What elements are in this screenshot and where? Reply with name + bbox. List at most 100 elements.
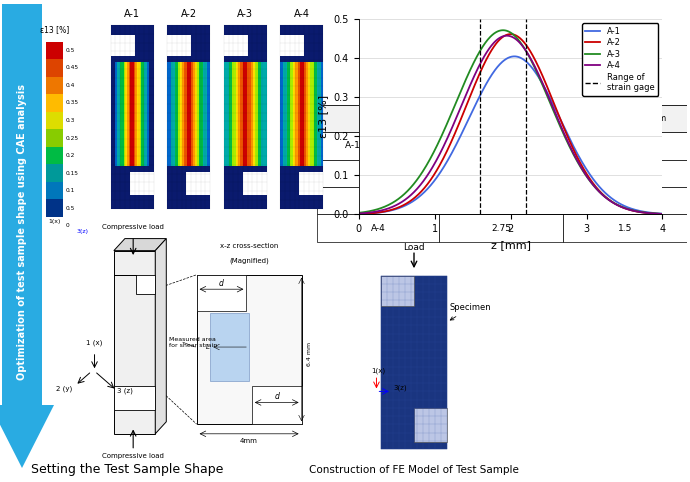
Bar: [146, 62, 147, 166]
A-4: [536, 75, 544, 80]
Text: d: d: [274, 392, 279, 401]
Bar: [127, 62, 128, 166]
A-2: [520, 39, 528, 45]
Bar: [125, 62, 126, 166]
Bar: [224, 25, 267, 209]
Bar: [195, 62, 196, 166]
Bar: [299, 172, 324, 209]
Bar: [307, 62, 308, 166]
Bar: [186, 172, 210, 209]
A-3: [658, 211, 667, 217]
A-2: [658, 211, 667, 217]
Text: 2.50: 2.50: [491, 196, 511, 205]
A-2: [501, 33, 509, 39]
A-4: [520, 45, 528, 51]
Bar: [317, 132, 440, 160]
Bar: [252, 62, 253, 166]
Text: Overlap length,: Overlap length,: [563, 114, 624, 123]
Bar: [176, 62, 177, 166]
Bar: [194, 62, 195, 166]
Bar: [248, 62, 250, 166]
Text: 0.1: 0.1: [618, 141, 632, 150]
Bar: [150, 62, 151, 166]
Bar: [144, 62, 145, 166]
Text: 1(x): 1(x): [48, 219, 61, 224]
A-1: [355, 211, 363, 217]
Bar: [414, 408, 447, 442]
Bar: [229, 62, 230, 166]
Bar: [280, 25, 304, 56]
Bar: [46, 112, 63, 129]
Bar: [131, 62, 132, 166]
A-2: [536, 67, 544, 73]
Bar: [145, 62, 146, 166]
Bar: [303, 62, 304, 166]
Bar: [129, 62, 130, 166]
Bar: [440, 132, 563, 160]
Bar: [317, 62, 318, 166]
A-3: [499, 27, 507, 33]
Bar: [238, 62, 239, 166]
Bar: [189, 62, 190, 166]
Bar: [167, 25, 210, 209]
Bar: [167, 25, 191, 35]
Bar: [299, 172, 324, 209]
Bar: [205, 62, 206, 166]
Text: 0: 0: [66, 223, 69, 228]
Bar: [46, 200, 63, 217]
A-3: [520, 44, 528, 50]
Bar: [319, 62, 320, 166]
Text: mm: mm: [522, 114, 538, 123]
A-3: [502, 27, 510, 33]
Title: A-3: A-3: [237, 9, 253, 19]
Bar: [256, 62, 257, 166]
Bar: [381, 276, 414, 306]
Bar: [293, 62, 295, 166]
Bar: [288, 62, 289, 166]
Bar: [264, 62, 266, 166]
X-axis label: z [mm]: z [mm]: [491, 240, 531, 250]
Bar: [563, 187, 687, 214]
Polygon shape: [114, 251, 155, 434]
A-1: [511, 54, 519, 59]
Text: 0.25: 0.25: [66, 135, 79, 141]
Bar: [243, 62, 244, 166]
Bar: [239, 62, 240, 166]
Text: ε13 [%]: ε13 [%]: [40, 25, 69, 34]
A-3: [536, 77, 544, 82]
Bar: [317, 105, 440, 132]
Bar: [250, 62, 252, 166]
Text: Construction of FE Model of Test Sample: Construction of FE Model of Test Sample: [309, 466, 519, 475]
Bar: [253, 62, 254, 166]
A-3: [355, 210, 363, 216]
Bar: [224, 62, 225, 166]
Bar: [231, 62, 233, 166]
Bar: [112, 62, 113, 166]
Text: A-4: A-4: [371, 224, 386, 233]
Bar: [141, 62, 143, 166]
Bar: [235, 62, 236, 166]
Bar: [266, 62, 267, 166]
Line: A-2: A-2: [359, 34, 662, 214]
Bar: [197, 275, 246, 311]
Bar: [203, 62, 204, 166]
Bar: [225, 62, 226, 166]
Title: A-1: A-1: [124, 9, 140, 19]
Bar: [224, 25, 248, 56]
Bar: [149, 62, 150, 166]
Bar: [46, 59, 63, 77]
Bar: [178, 62, 179, 166]
Bar: [280, 25, 304, 35]
Bar: [440, 214, 563, 242]
A-4: [502, 33, 511, 39]
Line: A-4: A-4: [359, 36, 662, 214]
Bar: [414, 408, 447, 442]
Bar: [309, 62, 310, 166]
Bar: [46, 217, 63, 234]
Text: 1 (x): 1 (x): [86, 340, 103, 346]
Bar: [283, 62, 284, 166]
Text: Specimen: Specimen: [449, 303, 491, 320]
Bar: [118, 62, 119, 166]
Bar: [244, 62, 246, 166]
Bar: [260, 62, 262, 166]
